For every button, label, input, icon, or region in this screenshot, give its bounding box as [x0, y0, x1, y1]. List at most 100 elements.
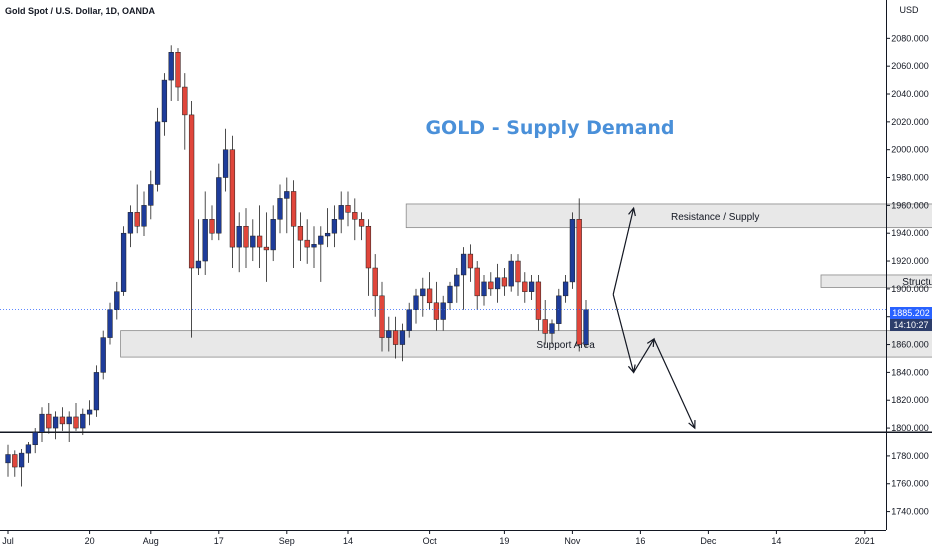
candle-body	[528, 281, 535, 292]
candle-body	[284, 191, 290, 199]
candle-body	[345, 205, 351, 213]
candle	[515, 254, 521, 296]
candle	[426, 272, 433, 310]
candle	[182, 73, 188, 150]
candle	[542, 300, 548, 345]
candle	[263, 212, 270, 282]
candle	[86, 400, 93, 426]
resistance-supply-zone[interactable]	[405, 203, 932, 229]
candle-body	[426, 288, 433, 304]
structure-zone[interactable]	[820, 274, 932, 288]
candle	[474, 261, 480, 310]
candle-body	[80, 413, 86, 429]
candle	[501, 268, 508, 296]
candle	[168, 45, 174, 101]
candle-body	[372, 267, 378, 297]
y-tick-label: 2040.000	[891, 89, 929, 99]
candle	[107, 302, 113, 345]
y-tick-label: 1740.000	[891, 507, 929, 517]
candle	[100, 330, 106, 380]
candle	[522, 272, 528, 303]
candle-body	[406, 309, 412, 331]
candle	[318, 226, 324, 282]
candle	[311, 226, 317, 268]
candle-body	[515, 260, 521, 283]
candle-body	[256, 235, 263, 248]
time-axis[interactable]: Jul 20 Aug 17 Sep 14 Oct 19 Nov 16 Dec 14 2021	[0, 530, 886, 546]
candle-body	[141, 205, 147, 227]
candle	[290, 180, 297, 268]
candle-body	[440, 302, 446, 320]
y-tick-label: 1860.000	[891, 340, 929, 350]
candle	[481, 274, 487, 306]
candle	[488, 272, 494, 296]
projection-up-line	[612, 208, 635, 295]
candle	[141, 191, 147, 236]
projection-bounce-line	[633, 338, 655, 373]
candle-body	[508, 260, 514, 287]
candle-body	[188, 114, 195, 269]
candle-body	[270, 219, 276, 251]
candle	[277, 184, 283, 234]
candle	[467, 244, 474, 282]
candle-body	[352, 212, 358, 220]
candle-body	[120, 232, 127, 292]
candle-body	[114, 291, 120, 311]
candle-body	[474, 267, 480, 297]
candle	[161, 73, 168, 136]
candle-body	[365, 225, 372, 269]
candle-body	[454, 274, 460, 287]
candle-body	[311, 244, 317, 248]
projection-up-arrowhead	[628, 206, 636, 217]
projection-final-arrowhead	[688, 420, 696, 430]
candle	[433, 281, 440, 331]
y-tick-label: 1760.000	[891, 479, 929, 489]
candle-body	[277, 198, 283, 220]
y-tick-label: 1800.000	[891, 423, 929, 433]
candle-body	[52, 416, 59, 429]
candle-body	[107, 309, 113, 338]
candle-body	[18, 452, 25, 468]
y-tick-label: 2060.000	[891, 61, 929, 71]
candle	[528, 274, 535, 301]
candle	[73, 403, 79, 431]
candle	[358, 212, 365, 241]
candle	[32, 428, 38, 454]
candle-body	[392, 330, 399, 345]
candle-body	[222, 149, 229, 178]
candle-body	[59, 416, 66, 425]
y-tick-label: 2000.000	[891, 145, 929, 155]
projection-layer	[612, 206, 696, 430]
countdown-badge-text: 14:10:27	[893, 320, 928, 330]
candle-body	[209, 219, 215, 234]
candle-body	[168, 52, 174, 81]
candle	[304, 219, 310, 264]
candle	[447, 281, 453, 310]
candle	[562, 274, 569, 303]
candle-body	[562, 281, 569, 297]
candle-body	[413, 295, 419, 311]
y-tick-label: 1840.000	[891, 367, 929, 377]
candle	[379, 281, 385, 352]
y-tick-label: 1980.000	[891, 173, 929, 183]
candle-body	[297, 225, 304, 241]
candle	[324, 208, 331, 248]
support-area-zone[interactable]	[120, 330, 932, 358]
candle-body	[250, 235, 256, 248]
candle	[338, 191, 344, 234]
chart-title: Gold Spot / U.S. Dollar, 1D, OANDA	[5, 6, 156, 16]
candle	[127, 205, 134, 248]
candle	[66, 411, 72, 442]
candle	[576, 198, 582, 352]
price-badge-text: 1885.202	[892, 308, 930, 318]
candle	[256, 205, 263, 268]
x-tick-label: 17	[214, 536, 224, 546]
countdown-badge-background	[890, 319, 932, 331]
candle-body	[488, 281, 494, 290]
candle-body	[481, 281, 487, 297]
price-axis[interactable]: USD 1740.000 1760.000 1780.000 1800.000 1820…	[886, 0, 929, 530]
candle	[46, 403, 52, 434]
candle	[188, 100, 195, 338]
support-area-zone-label: Support Area	[536, 340, 595, 351]
